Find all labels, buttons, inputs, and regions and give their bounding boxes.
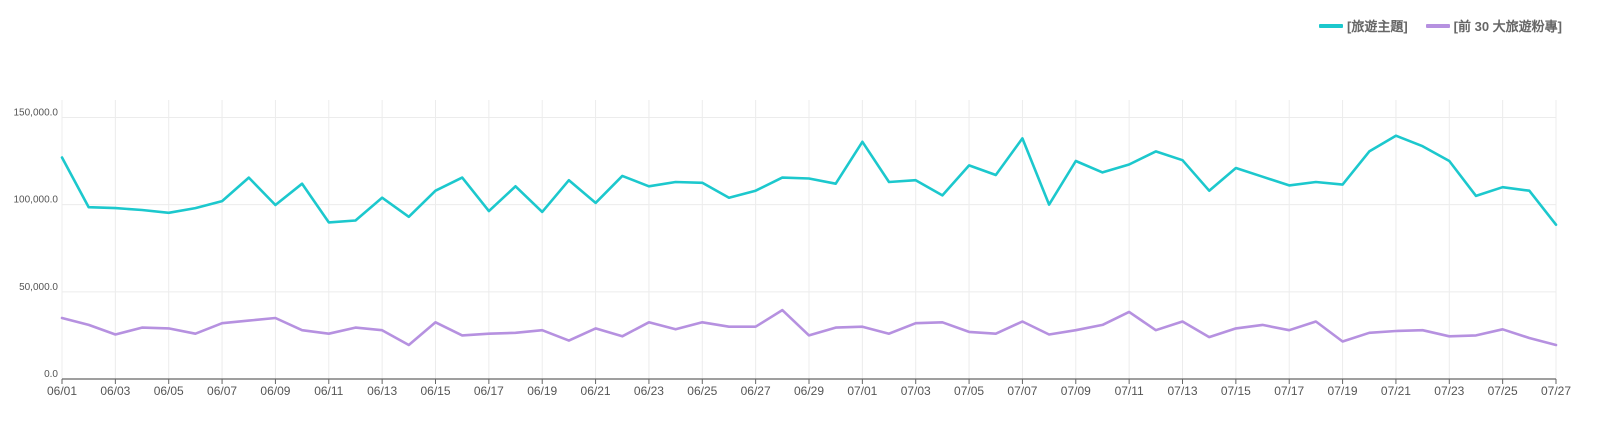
- x-tick-label: 07/17: [1274, 384, 1304, 398]
- legend-item-series-2[interactable]: [前 30 大旅遊粉專]: [1425, 16, 1562, 35]
- x-tick-label: 07/03: [901, 384, 931, 398]
- y-tick-label: 100,000.0: [14, 195, 59, 206]
- y-tick-label: 0.0: [44, 369, 58, 380]
- legend-item-series-1[interactable]: [旅遊主題]: [1318, 16, 1408, 35]
- x-tick-label: 06/15: [420, 384, 450, 398]
- series-line-1: [60, 134, 1558, 226]
- x-tick-label: 06/09: [260, 384, 290, 398]
- x-tick-label: 07/25: [1488, 384, 1518, 398]
- legend-label-series-1: [旅遊主題]: [1346, 19, 1408, 34]
- series-line-2: [60, 308, 1558, 347]
- x-tick-label: 07/21: [1381, 384, 1411, 398]
- legend-swatch-series-1: [1318, 23, 1343, 28]
- x-tick-label: 06/07: [207, 384, 237, 398]
- chart-legend: [旅遊主題] [前 30 大旅遊粉專]: [1318, 16, 1562, 35]
- x-tick-label: 06/01: [47, 384, 77, 398]
- legend-swatch-series-2: [1425, 23, 1450, 28]
- x-tick-label: 07/15: [1221, 384, 1251, 398]
- x-tick-label: 06/19: [527, 384, 557, 398]
- x-tick-label: 06/13: [367, 384, 397, 398]
- x-tick-label: 06/25: [687, 384, 717, 398]
- x-tick-label: 07/09: [1061, 384, 1091, 398]
- x-tick-label: 07/27: [1541, 384, 1571, 398]
- x-tick-label: 07/23: [1434, 384, 1464, 398]
- legend-label-series-2: [前 30 大旅遊粉專]: [1453, 19, 1562, 34]
- y-tick-label: 50,000.0: [19, 282, 58, 293]
- x-tick-label: 07/01: [847, 384, 877, 398]
- x-tick-label: 06/23: [634, 384, 664, 398]
- y-tick-label: 150,000.0: [14, 107, 59, 118]
- x-tick-label: 06/05: [154, 384, 184, 398]
- x-tick-label: 06/27: [741, 384, 771, 398]
- x-tick-label: 06/29: [794, 384, 824, 398]
- x-tick-label: 06/21: [581, 384, 611, 398]
- x-tick-label: 06/11: [314, 384, 343, 398]
- x-tick-label: 07/19: [1328, 384, 1358, 398]
- x-tick-label: 07/05: [954, 384, 984, 398]
- x-tick-label: 06/03: [100, 384, 130, 398]
- x-tick-label: 07/11: [1115, 384, 1144, 398]
- x-tick-label: 06/17: [474, 384, 504, 398]
- x-tick-label: 07/07: [1007, 384, 1037, 398]
- x-tick-label: 07/13: [1167, 384, 1197, 398]
